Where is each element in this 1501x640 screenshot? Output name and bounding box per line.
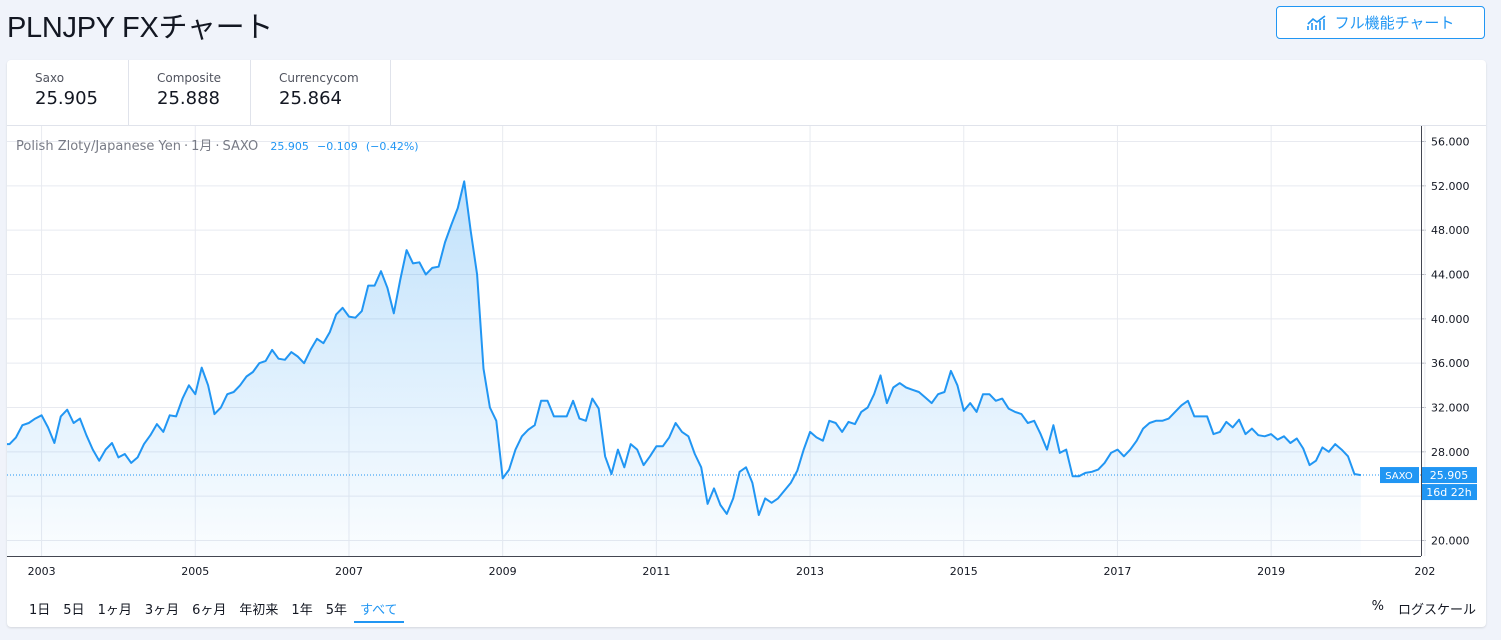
range-ytd[interactable]: 年初来: [239, 603, 279, 618]
legend-source: SAXO: [222, 139, 259, 154]
tab-name: Saxo: [35, 71, 65, 85]
tabs-divider: [7, 125, 1486, 126]
tab-value: 25.905: [35, 88, 98, 109]
legend-symbol: Polish Zloty/Japanese Yen: [16, 139, 181, 154]
series-area: [7, 181, 1361, 556]
tab-composite[interactable]: Composite 25.888: [129, 60, 251, 125]
x-tick-label: 2005: [181, 565, 209, 578]
x-tick-label: 2019: [1257, 565, 1285, 578]
x-tick-label: 2007: [335, 565, 363, 578]
price-chart[interactable]: 20.00024.00028.00032.00036.00040.00044.0…: [7, 126, 1486, 590]
y-tick-label: 28.000: [1431, 446, 1470, 459]
tab-currencycom[interactable]: Currencycom 25.864: [251, 60, 391, 125]
legend-interval: 1月: [191, 139, 213, 154]
legend-change: −0.109: [317, 140, 358, 153]
bottom-toolbar: 1日 5日 1ヶ月 3ヶ月 6ヶ月 年初来 1年 5年 すべて % ログスケール: [7, 590, 1486, 627]
chart-line-icon: [1306, 14, 1326, 30]
full-chart-button-label: フル機能チャート: [1334, 14, 1455, 32]
x-tick-label: 2017: [1103, 565, 1131, 578]
range-selector: 1日 5日 1ヶ月 3ヶ月 6ヶ月 年初来 1年 5年 すべて: [23, 599, 405, 623]
tab-name: Currencycom: [279, 71, 359, 85]
range-1d[interactable]: 1日: [29, 603, 51, 618]
y-tick-label: 32.000: [1431, 401, 1470, 414]
page-title: PLNJPY FXチャート: [7, 12, 274, 44]
range-1m[interactable]: 1ヶ月: [97, 603, 132, 618]
x-tick-label: 2013: [796, 565, 824, 578]
source-tabs: Saxo 25.905 Composite 25.888 Currencycom…: [7, 60, 391, 125]
last-price-tag-label: 25.905: [1430, 469, 1469, 482]
range-1y[interactable]: 1年: [291, 603, 313, 618]
chart-legend: Polish Zloty/Japanese Yen · 1月 · SAXO 25.905…: [16, 139, 419, 154]
countdown-tag: [1422, 484, 1477, 501]
full-chart-button[interactable]: フル機能チャート: [1276, 6, 1485, 39]
x-tick-label: 202: [1414, 565, 1435, 578]
y-tick-label: 52.000: [1431, 180, 1470, 193]
tab-value: 25.864: [279, 88, 342, 109]
x-tick-label: 2011: [642, 565, 670, 578]
scale-options: % ログスケール: [1372, 599, 1476, 618]
range-5d[interactable]: 5日: [63, 603, 85, 618]
y-tick-label: 36.000: [1431, 357, 1470, 370]
log-scale-toggle[interactable]: ログスケール: [1397, 603, 1476, 618]
x-tick-label: 2003: [28, 565, 56, 578]
x-tick-label: 2009: [489, 565, 517, 578]
range-5y[interactable]: 5年: [325, 603, 347, 618]
chart-card: Saxo 25.905 Composite 25.888 Currencycom…: [7, 60, 1486, 627]
x-tick-label: 2015: [950, 565, 978, 578]
y-tick-label: 44.000: [1431, 269, 1470, 282]
legend-last: 25.905: [270, 140, 309, 153]
last-price-tag: [1422, 467, 1477, 484]
legend-change-pct: (−0.42%): [365, 140, 419, 153]
y-tick-label: 48.000: [1431, 224, 1470, 237]
y-tick-label: 20.000: [1431, 534, 1470, 547]
range-3m[interactable]: 3ヶ月: [144, 603, 180, 618]
tab-value: 25.888: [157, 88, 220, 109]
y-tick-label: 56.000: [1431, 136, 1470, 149]
source-price-tag: [1380, 467, 1419, 484]
range-6m[interactable]: 6ヶ月: [192, 603, 227, 618]
y-tick-label: 40.000: [1431, 313, 1470, 326]
series-line: [7, 180, 1361, 516]
source-price-tag-label: SAXO: [1385, 471, 1413, 482]
percent-scale-toggle[interactable]: %: [1371, 599, 1384, 614]
tab-name: Composite: [157, 71, 222, 85]
countdown-tag-label: 16d 22h: [1426, 486, 1471, 499]
tab-saxo[interactable]: Saxo 25.905: [7, 60, 129, 125]
range-all[interactable]: すべて: [353, 599, 404, 623]
